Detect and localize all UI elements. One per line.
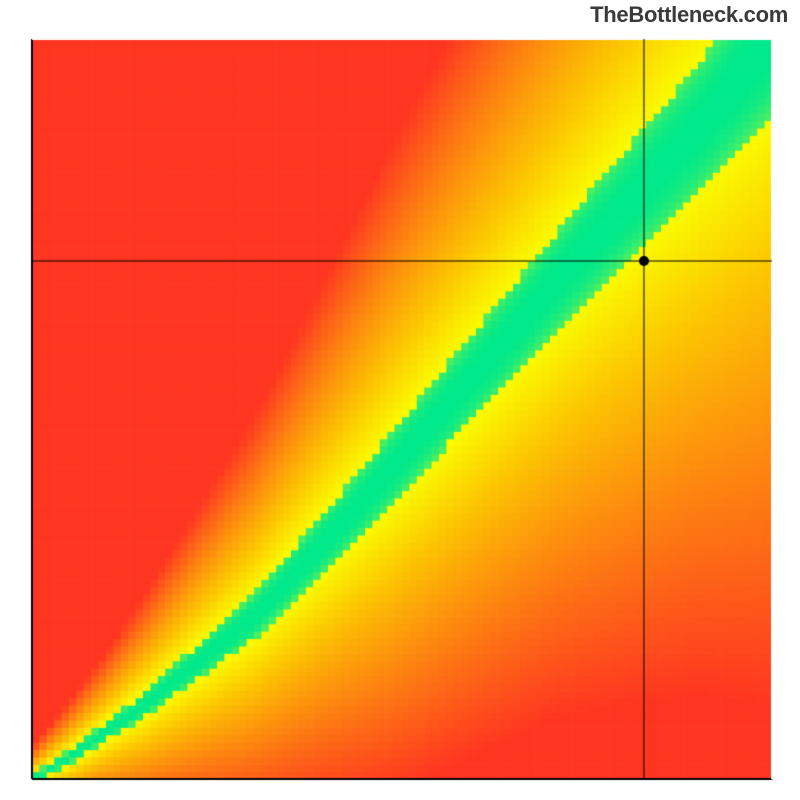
- heatmap-chart: [27, 34, 777, 784]
- heatmap-canvas: [27, 34, 777, 784]
- root-container: TheBottleneck.com: [0, 0, 800, 800]
- watermark-text: TheBottleneck.com: [590, 2, 788, 28]
